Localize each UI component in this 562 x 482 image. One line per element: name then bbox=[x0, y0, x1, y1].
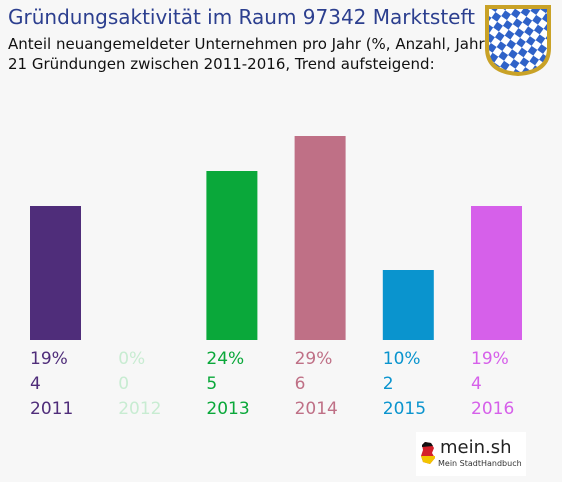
year-label-2016: 2016 bbox=[471, 399, 514, 419]
brand-tagline: Mein StadtHandbuch bbox=[438, 459, 522, 468]
bar-2011 bbox=[30, 206, 81, 340]
percent-label-2016: 19% bbox=[471, 349, 509, 369]
year-label-2015: 2015 bbox=[383, 399, 426, 419]
percent-label-2013: 24% bbox=[206, 349, 244, 369]
count-label-2011: 4 bbox=[30, 374, 41, 394]
count-label-2013: 5 bbox=[206, 374, 217, 394]
bar-2013 bbox=[206, 171, 258, 340]
chart-subtitle: Anteil neuangemeldeter Unternehmen pro J… bbox=[8, 35, 491, 53]
brand-name: mein.sh bbox=[440, 437, 512, 458]
count-label-2015: 2 bbox=[383, 374, 394, 394]
chart-summary: 21 Gründungen zwischen 2011-2016, Trend … bbox=[8, 55, 435, 73]
year-label-2012: 2012 bbox=[118, 399, 161, 419]
brand-logo: mein.sh Mein StadtHandbuch bbox=[416, 432, 526, 476]
germany-map-icon bbox=[421, 442, 435, 464]
bar-2014 bbox=[294, 136, 346, 340]
bar-2015 bbox=[382, 270, 434, 340]
percent-label-2012: 0% bbox=[118, 349, 145, 369]
percent-label-2014: 29% bbox=[295, 349, 333, 369]
year-label-2013: 2013 bbox=[206, 399, 249, 419]
bar-chart: 19% 4 2011 0% 0 2012 24% 5 2013 29% 6 2014 10% 2 2015 1… bbox=[30, 136, 522, 419]
year-label-2011: 2011 bbox=[30, 399, 73, 419]
chart-title: Gründungsaktivität im Raum 97342 Marktst… bbox=[8, 5, 476, 29]
percent-label-2015: 10% bbox=[383, 349, 421, 369]
year-label-2014: 2014 bbox=[295, 399, 338, 419]
bar-2016 bbox=[471, 206, 522, 340]
count-label-2014: 6 bbox=[295, 374, 306, 394]
bavaria-crest-icon bbox=[485, 5, 551, 76]
count-label-2016: 4 bbox=[471, 374, 482, 394]
count-label-2012: 0 bbox=[118, 374, 129, 394]
percent-label-2011: 19% bbox=[30, 349, 68, 369]
